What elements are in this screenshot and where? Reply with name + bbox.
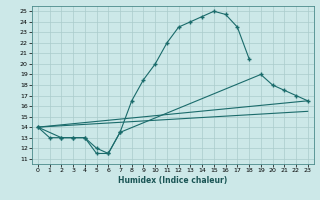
X-axis label: Humidex (Indice chaleur): Humidex (Indice chaleur): [118, 176, 228, 185]
